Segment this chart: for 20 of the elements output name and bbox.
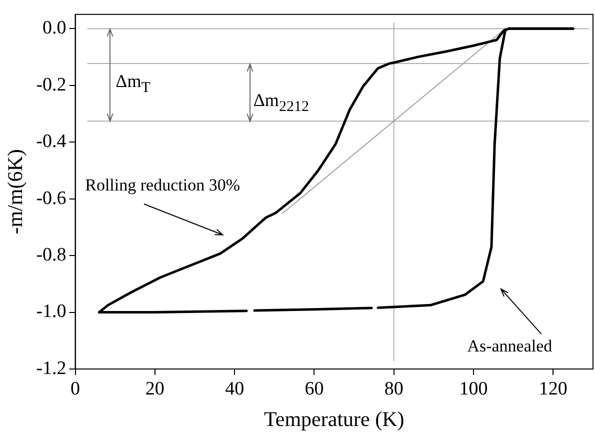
y-tick-label: 0.0	[42, 18, 66, 39]
y-axis-title: -m/m(6K)	[3, 149, 28, 234]
y-tick-label: -0.6	[36, 188, 66, 209]
x-tick-label: 120	[538, 378, 568, 400]
annotation: Δm$_{2212}$	[253, 90, 309, 114]
annotation: Δm$_{T}$	[116, 71, 150, 96]
annotation: As-annealed	[467, 336, 552, 356]
x-tick-label: 80	[384, 378, 404, 400]
y-tick-label: -0.2	[36, 74, 66, 96]
x-tick-label: 60	[304, 378, 324, 400]
y-tick-label: -0.8	[36, 244, 66, 266]
annotation: Rolling reduction 30%	[85, 175, 240, 194]
x-tick-label: 100	[459, 378, 488, 400]
x-tick-label: 0	[70, 378, 80, 400]
y-tick-label: -0.4	[36, 131, 67, 152]
y-tick-label: -1.2	[36, 358, 66, 379]
x-axis-title: Temperature (K)	[264, 406, 404, 431]
y-tick-label: -1.0	[36, 301, 66, 322]
x-tick-label: 40	[225, 378, 244, 400]
x-tick-label: 20	[145, 378, 164, 400]
